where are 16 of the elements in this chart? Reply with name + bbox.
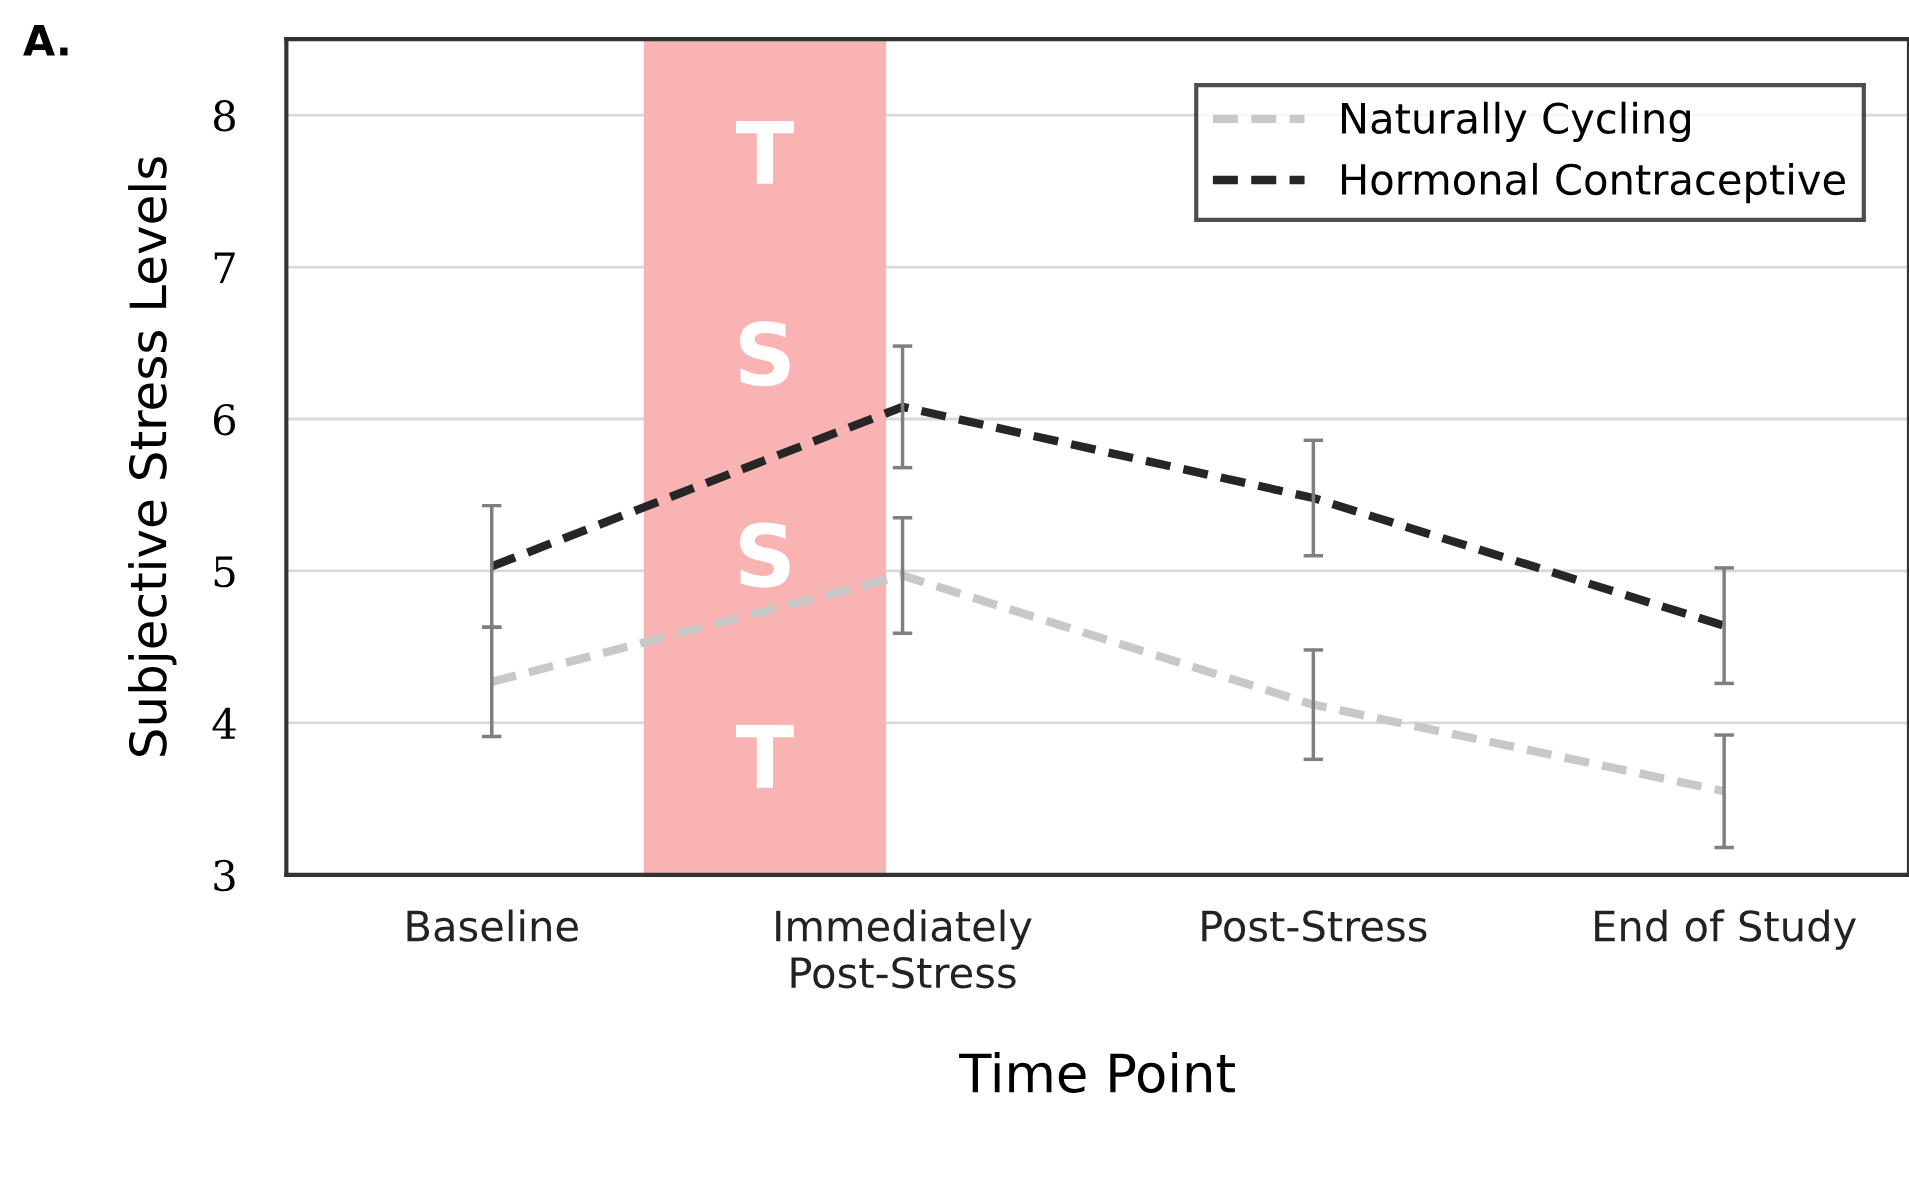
x-axis-title: Time Point — [959, 1052, 1235, 1093]
legend-label: Naturally Cycling — [1341, 101, 1690, 143]
y-axis-title: Subjective Stress Levels — [128, 157, 177, 757]
y-tick-label: 7 — [214, 252, 235, 283]
x-tick-label: End of Study — [1595, 909, 1856, 950]
text: TSST — [735, 120, 794, 788]
y-tick-label: 6 — [214, 403, 236, 436]
x-tick-label: Post-Stress — [1202, 910, 1427, 942]
x-tick-label: Immediately Post-Stress — [776, 909, 1032, 989]
y-tick-label: 5 — [214, 556, 235, 588]
x-tick-label: Baseline — [407, 909, 578, 942]
legend-label: Hormonal Contraceptive — [1341, 162, 1845, 204]
y-tick-label: 4 — [212, 707, 236, 739]
y-tick-label: 3 — [214, 859, 235, 892]
y-tick-label: 8 — [214, 100, 235, 132]
text: A. — [23, 25, 68, 56]
